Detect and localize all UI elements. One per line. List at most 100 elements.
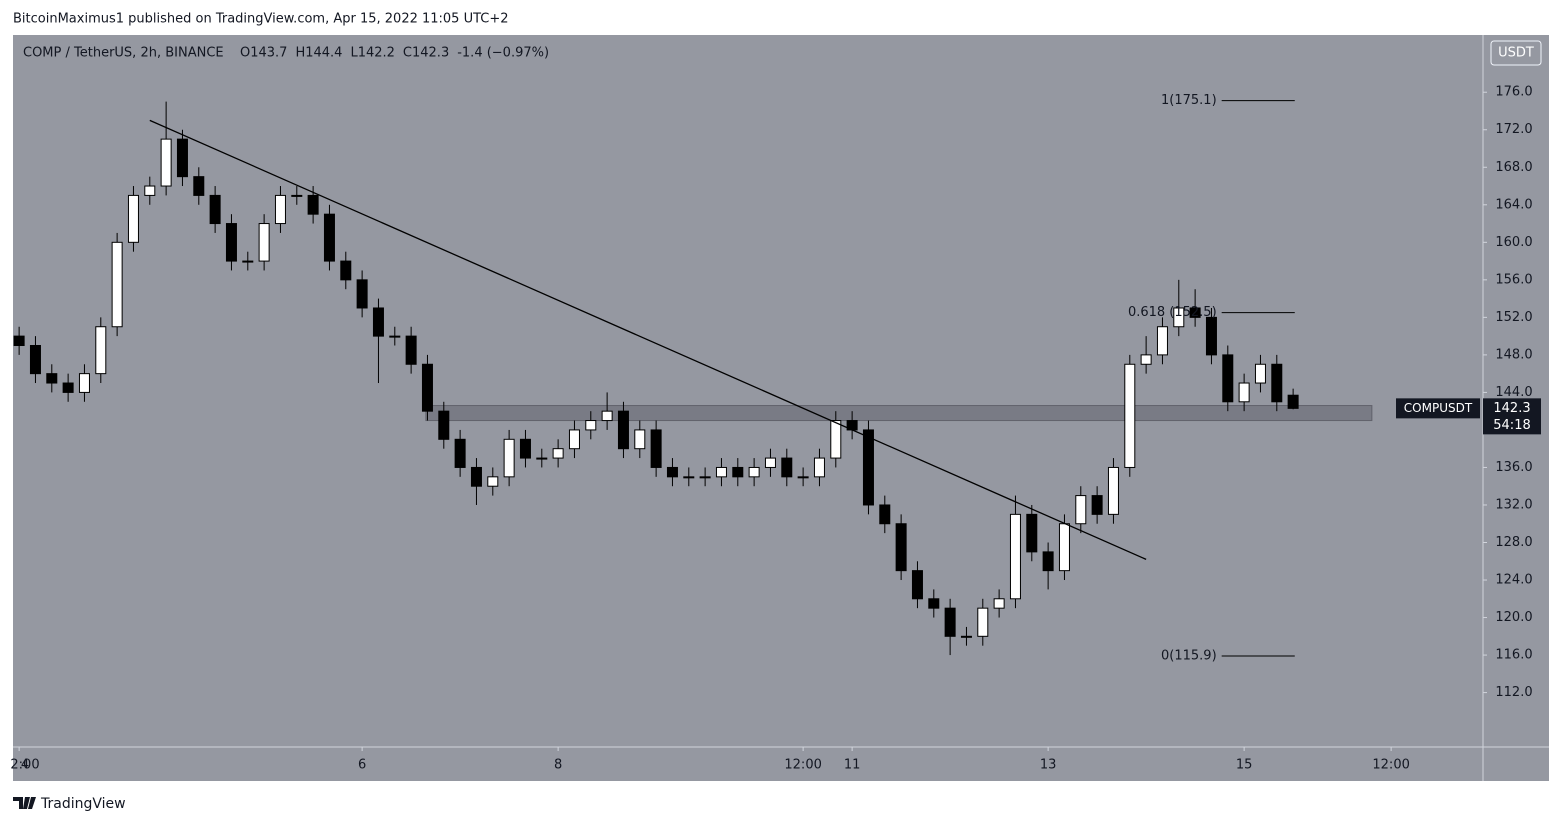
candle-body <box>1271 363 1283 403</box>
candle-body <box>62 382 74 393</box>
candle-body <box>291 194 303 197</box>
x-tick-label: 11 <box>844 758 861 773</box>
candle-body <box>127 194 139 243</box>
candle-body <box>307 194 319 215</box>
candle-body <box>405 335 417 365</box>
candle-body <box>601 410 613 422</box>
candle-body <box>421 363 433 412</box>
y-tick-label: 168.0 <box>1495 160 1532 175</box>
candle-body <box>1091 495 1103 515</box>
x-tick-label: 15 <box>1236 758 1253 773</box>
candle-body <box>1222 354 1234 403</box>
candle-body <box>830 420 842 459</box>
candle-body <box>503 438 515 478</box>
candle-body <box>683 476 695 479</box>
x-tick-label: 12:00 <box>784 758 821 773</box>
currency-box <box>1490 40 1542 66</box>
countdown: 54:18 <box>1493 418 1530 433</box>
fib-label: 0(115.9) <box>1161 649 1217 664</box>
candle-body <box>389 335 401 338</box>
candle-body <box>95 326 107 375</box>
candle-body <box>274 194 286 225</box>
candle-body <box>748 466 760 478</box>
publisher: BitcoinMaximus1 published on TradingView… <box>13 12 509 27</box>
candle-body <box>1124 363 1136 468</box>
y-tick-label: 144.0 <box>1495 385 1532 400</box>
x-tick-label: 4 <box>21 758 29 773</box>
price-tag <box>1483 398 1541 435</box>
candle-body <box>487 476 499 487</box>
candle-body <box>764 457 776 468</box>
brand: TradingView <box>40 796 126 812</box>
candle-body <box>715 466 727 478</box>
candle-body <box>585 420 597 431</box>
candle-body <box>356 279 368 309</box>
candle-body <box>78 373 90 393</box>
candle-body <box>617 410 629 450</box>
candle-body <box>1009 513 1021 600</box>
x-tick-label: 12:00 <box>1372 758 1409 773</box>
candle-body <box>1254 363 1266 384</box>
candle-body <box>1156 326 1168 356</box>
candle-body <box>1189 307 1201 318</box>
x-tick-label: 2:00 <box>10 758 39 773</box>
candle-body <box>699 476 711 479</box>
candle-body <box>225 223 237 262</box>
ohlc-value: C142.3 <box>403 46 449 61</box>
y-tick-label: 112.0 <box>1495 685 1532 700</box>
y-tick-label: 148.0 <box>1495 347 1532 362</box>
y-tick-label: 176.0 <box>1495 85 1532 100</box>
candle-body <box>438 410 450 440</box>
candle-body <box>960 635 972 638</box>
candle-body <box>372 307 384 337</box>
candle-body <box>781 457 793 478</box>
price-tag-text: 142.3 <box>1493 401 1530 416</box>
x-tick-label: 8 <box>554 758 562 773</box>
candle-body <box>1287 394 1299 409</box>
y-tick-label: 160.0 <box>1495 235 1532 250</box>
symbol-tag <box>1396 398 1480 419</box>
candle-body <box>209 194 221 225</box>
currency: USDT <box>1498 46 1534 61</box>
y-tick-label: 128.0 <box>1495 535 1532 550</box>
candle-body <box>666 466 678 478</box>
candle-body <box>1058 523 1070 572</box>
candle-body <box>797 476 809 479</box>
candle-body <box>1140 354 1152 365</box>
support-zone <box>425 405 1373 422</box>
candle-body <box>176 138 188 178</box>
ohlc-value: L142.2 <box>350 46 394 61</box>
candle-body <box>13 335 25 347</box>
candle-body <box>29 345 41 375</box>
candle-body <box>895 523 907 572</box>
candle-body <box>1075 495 1087 525</box>
candle-body <box>470 466 482 487</box>
candle-body <box>732 466 744 478</box>
candle-body <box>911 570 923 600</box>
candle-body <box>1173 307 1185 328</box>
y-tick-label: 172.0 <box>1495 122 1532 137</box>
y-tick-label: 164.0 <box>1495 197 1532 212</box>
candle-body <box>1205 316 1217 356</box>
candle-body <box>813 457 825 478</box>
y-tick-label: 132.0 <box>1495 497 1532 512</box>
fib-label: 0.618 (152.5) <box>1128 305 1217 320</box>
candle-body <box>258 223 270 262</box>
trendline <box>149 119 1147 560</box>
candle-body <box>944 607 956 637</box>
candle-body <box>160 138 172 187</box>
candle-body <box>552 448 564 459</box>
candle-body <box>144 185 156 196</box>
x-tick-label: 6 <box>358 758 366 773</box>
candle-body <box>1042 551 1054 572</box>
y-tick-label: 136.0 <box>1495 460 1532 475</box>
candle-body <box>568 429 580 450</box>
y-tick-label: 156.0 <box>1495 272 1532 287</box>
candle-body <box>928 598 940 609</box>
tv-logo <box>13 797 36 809</box>
candle-body <box>879 504 891 525</box>
y-tick-label: 120.0 <box>1495 610 1532 625</box>
chart-title: COMP / TetherUS, 2h, BINANCE <box>23 46 224 61</box>
